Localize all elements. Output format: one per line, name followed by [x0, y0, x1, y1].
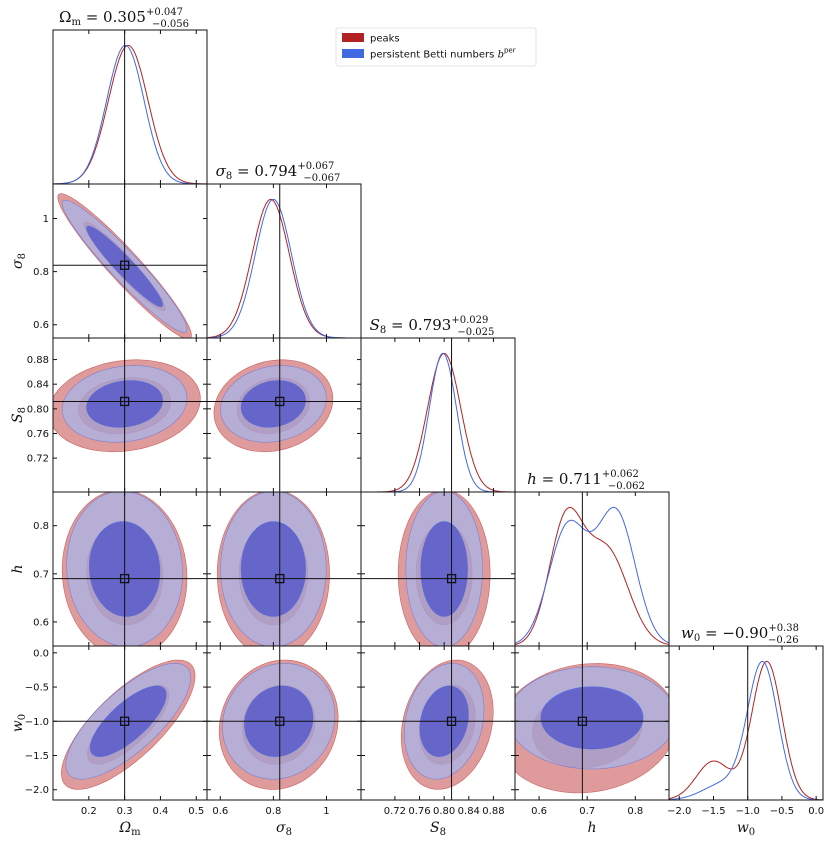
- panel-w0-vs-S8: [361, 646, 515, 800]
- panel-w0-vs-s8: [207, 646, 361, 800]
- marginal-h: [515, 492, 669, 646]
- y-tick-label-s8: 1: [43, 214, 49, 225]
- x-tick-label-Om: 0.3: [117, 806, 133, 817]
- y-tick-label-w0: −1.0: [25, 717, 49, 728]
- x-tick-label-S8: 0.80: [433, 806, 455, 817]
- y-axis-label-S8: S8: [10, 407, 28, 423]
- panel-frame: [206, 183, 362, 339]
- panel-frame: [668, 645, 824, 801]
- x-axis-label-Om: Ωm: [118, 820, 141, 838]
- betti-marginal-curve: [515, 506, 669, 644]
- legend-box: [335, 27, 537, 67]
- legend-label-peaks: peaks: [370, 34, 400, 45]
- betti-68-contour: [240, 380, 307, 428]
- panel-w0-vs-h: [515, 646, 669, 800]
- title-h: h = 0.711+0.062 −0.062: [527, 469, 645, 492]
- peaks-marginal-curve: [515, 506, 669, 646]
- x-axis-label-w0: w0: [737, 820, 755, 838]
- x-tick-label-h: 0.7: [579, 806, 595, 817]
- y-axis-label-w0: w0: [10, 714, 28, 732]
- x-axis-label-S8: S8: [430, 820, 446, 838]
- y-axis-label-s8: σ8: [10, 253, 28, 269]
- betti-marginal-curve: [361, 352, 515, 492]
- x-tick-label-w0: 0.0: [808, 806, 824, 817]
- x-tick-label-Om: 0.2: [81, 806, 97, 817]
- legend-label-betti: persistent Betti numbers bper: [370, 47, 516, 61]
- y-tick-label-s8: 0.8: [33, 267, 49, 278]
- x-tick-label-s8: 0.8: [265, 806, 281, 817]
- legend: peaks persistent Betti numbers bper: [335, 27, 537, 67]
- betti-marginal-curve: [669, 660, 823, 800]
- title-S8: S8 = 0.793+0.029 −0.025: [370, 315, 495, 338]
- x-tick-label-h: 0.8: [627, 806, 643, 817]
- betti-68-contour: [240, 521, 307, 617]
- y-tick-label-S8: 0.88: [27, 355, 49, 366]
- truth-marker: [446, 573, 457, 584]
- marginal-S8: [361, 338, 515, 492]
- betti-marginal-curve: [207, 198, 361, 338]
- marginal-s8: [207, 184, 361, 338]
- y-tick-label-w0: 0.0: [33, 648, 49, 659]
- y-tick-label-S8: 0.76: [27, 429, 49, 440]
- panel-S8-vs-s8: [207, 338, 361, 492]
- y-axis-label-h: h: [10, 564, 26, 573]
- betti-68-contour: [420, 521, 468, 617]
- panel-w0-vs-Om: [53, 646, 207, 800]
- y-tick-label-w0: −1.5: [25, 751, 49, 762]
- truth-marker: [577, 716, 588, 726]
- x-tick-label-s8: 1: [323, 806, 329, 817]
- panel-h-vs-Om: [53, 492, 207, 646]
- truth-marker: [446, 716, 457, 726]
- y-tick-label-S8: 0.84: [27, 380, 49, 391]
- x-tick-label-w0: −0.5: [770, 806, 794, 817]
- x-tick-label-Om: 0.4: [152, 806, 168, 817]
- legend-swatch-peaks: [342, 33, 364, 42]
- truth-marker: [275, 573, 285, 584]
- x-tick-label-S8: 0.76: [408, 806, 430, 817]
- x-tick-label-w0: −1.5: [701, 806, 725, 817]
- panel-S8-vs-Om: [53, 338, 207, 492]
- x-axis-label-h: h: [587, 820, 596, 836]
- peaks-marginal-curve: [669, 660, 823, 800]
- x-tick-label-Om: 0.5: [188, 806, 204, 817]
- truth-marker: [275, 716, 285, 726]
- y-tick-label-w0: −0.5: [25, 683, 49, 694]
- title-s8: σ8 = 0.794+0.067 −0.067: [216, 161, 341, 184]
- legend-swatch-betti: [342, 49, 364, 58]
- betti-68-contour: [540, 686, 644, 750]
- marginal-Om: [53, 30, 207, 184]
- x-tick-label-S8: 0.84: [458, 806, 480, 817]
- y-tick-label-w0: −2.0: [25, 785, 49, 796]
- truth-marker: [119, 396, 130, 407]
- truth-marker: [119, 573, 130, 584]
- title-w0: w0 = −0.90+0.38 −0.26: [681, 623, 799, 646]
- y-tick-label-h: 0.6: [33, 617, 49, 628]
- truth-marker: [119, 260, 130, 270]
- title-Om: Ωm = 0.305+0.047 −0.056: [59, 7, 189, 30]
- truth-marker: [119, 716, 130, 726]
- y-tick-label-S8: 0.72: [27, 454, 49, 465]
- y-tick-label-s8: 0.6: [33, 320, 49, 331]
- panel-s8-vs-Om: [53, 184, 207, 338]
- x-tick-label-s8: 0.6: [212, 806, 228, 817]
- x-axis-label-s8: σ8: [276, 820, 292, 838]
- panel-frame: [514, 491, 670, 647]
- x-tick-label-S8: 0.88: [482, 806, 504, 817]
- panel-frame: [52, 29, 208, 185]
- x-tick-label-w0: −1.0: [736, 806, 760, 817]
- panel-h-vs-S8: [361, 492, 515, 646]
- peaks-marginal-curve: [361, 352, 515, 492]
- y-tick-label-S8: 0.80: [27, 404, 49, 415]
- betti-marginal-curve: [53, 44, 207, 184]
- x-tick-label-S8: 0.72: [384, 806, 406, 817]
- x-tick-label-w0: −2.0: [667, 806, 691, 817]
- panel-h-vs-s8: [207, 492, 361, 646]
- peaks-marginal-curve: [53, 44, 207, 184]
- marginal-w0: [669, 646, 823, 800]
- y-tick-label-h: 0.7: [33, 569, 49, 580]
- y-tick-label-h: 0.8: [33, 521, 49, 532]
- x-tick-label-h: 0.6: [531, 806, 547, 817]
- truth-marker: [275, 396, 285, 407]
